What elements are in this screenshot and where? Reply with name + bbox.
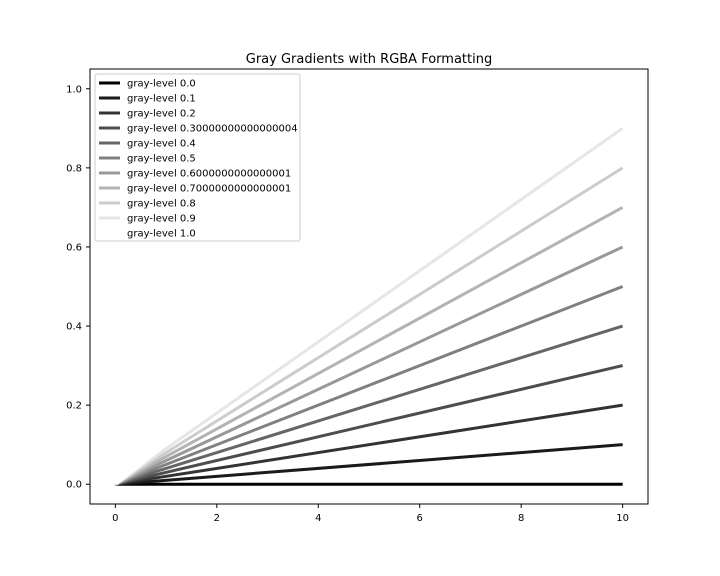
series-line-8 (114, 166, 624, 486)
series-line-4 (114, 324, 624, 486)
legend-item: gray-level 0.7000000000000001 (99, 184, 291, 195)
legend-item: gray-level 0.5 (99, 154, 196, 165)
y-tick-label: 0.6 (66, 242, 82, 253)
y-tick-label: 1.0 (66, 84, 82, 95)
x-tick-label: 8 (518, 513, 524, 524)
legend-item: gray-level 0.30000000000000004 (99, 124, 298, 135)
x-axis: 0 2 4 6 8 10 (112, 504, 629, 524)
y-tick-label: 0.0 (66, 480, 82, 491)
x-tick-label: 10 (616, 513, 629, 524)
legend-item: gray-level 1.0 (99, 229, 196, 240)
legend-label: gray-level 0.6000000000000001 (127, 169, 291, 180)
legend-label: gray-level 0.2 (127, 109, 196, 120)
x-tick-label: 6 (417, 513, 423, 524)
series-line-2 (115, 403, 623, 486)
series-line-10 (114, 87, 624, 486)
series-layer (114, 87, 624, 486)
x-tick-label: 0 (112, 513, 118, 524)
legend-item: gray-level 0.8 (99, 199, 196, 210)
legend-item: gray-level 0.9 (99, 214, 196, 225)
y-tick-label: 0.8 (66, 163, 82, 174)
series-line-5 (114, 285, 624, 486)
legend-label: gray-level 1.0 (127, 229, 196, 240)
y-tick-label: 0.4 (66, 322, 82, 333)
legend-item: gray-level 0.6000000000000001 (99, 169, 291, 180)
legend-label: gray-level 0.5 (127, 154, 196, 165)
legend-frame (94, 73, 301, 242)
legend-item: gray-level 0.0 (99, 79, 196, 90)
legend-label: gray-level 0.0 (127, 79, 196, 90)
chart-title: Gray Gradients with RGBA Formatting (246, 52, 492, 67)
plot-frame (89, 68, 649, 505)
y-axis: 0.0 0.2 0.4 0.6 0.8 1.0 (66, 84, 90, 491)
legend-label: gray-level 0.9 (127, 214, 196, 225)
legend-label: gray-level 0.1 (127, 94, 196, 105)
series-line-6 (114, 245, 624, 486)
legend-item: gray-level 0.4 (99, 139, 196, 150)
legend: gray-level 0.0 gray-level 0.1 gray-level 0… (94, 73, 301, 242)
legend-label: gray-level 0.8 (127, 199, 196, 210)
series-line-3 (115, 364, 623, 486)
legend-label: gray-level 0.4 (127, 139, 196, 150)
series-line-9 (114, 127, 624, 486)
legend-item: gray-level 0.1 (99, 94, 196, 105)
legend-label: gray-level 0.7000000000000001 (127, 184, 291, 195)
legend-item: gray-level 0.2 (99, 109, 196, 120)
y-tick-label: 0.2 (66, 401, 82, 412)
x-tick-label: 4 (315, 513, 321, 524)
series-line-1 (115, 443, 623, 486)
x-tick-label: 2 (214, 513, 220, 524)
legend-label: gray-level 0.30000000000000004 (127, 124, 298, 135)
series-line-7 (114, 206, 624, 486)
